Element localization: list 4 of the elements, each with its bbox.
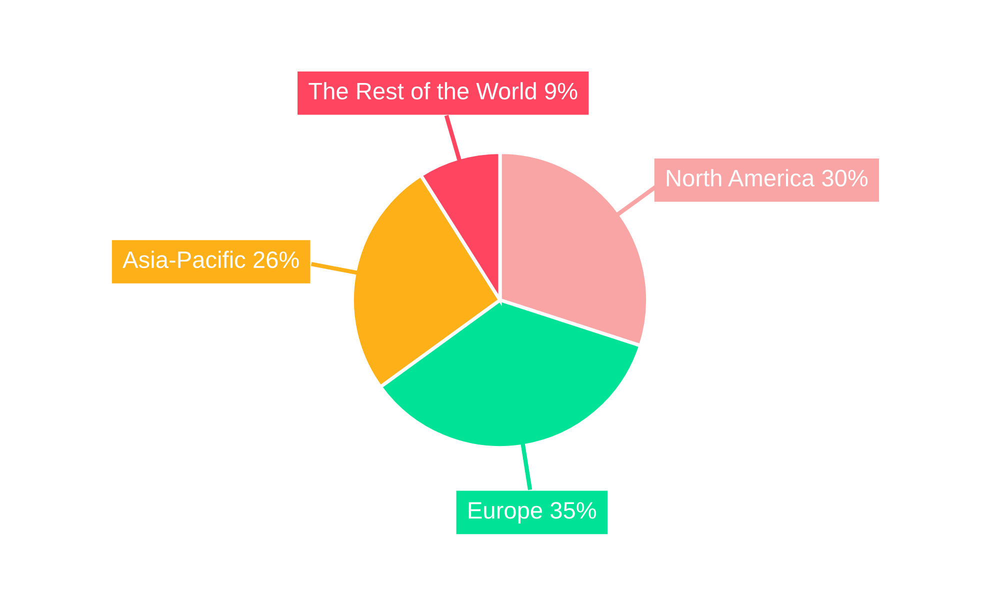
slice-label: North America 30% bbox=[666, 169, 868, 186]
slice-label: Asia-Pacific 26% bbox=[122, 250, 299, 268]
slice-label: Europe 35% bbox=[468, 502, 596, 524]
slice-label: The Rest of the World 9% bbox=[308, 82, 578, 100]
